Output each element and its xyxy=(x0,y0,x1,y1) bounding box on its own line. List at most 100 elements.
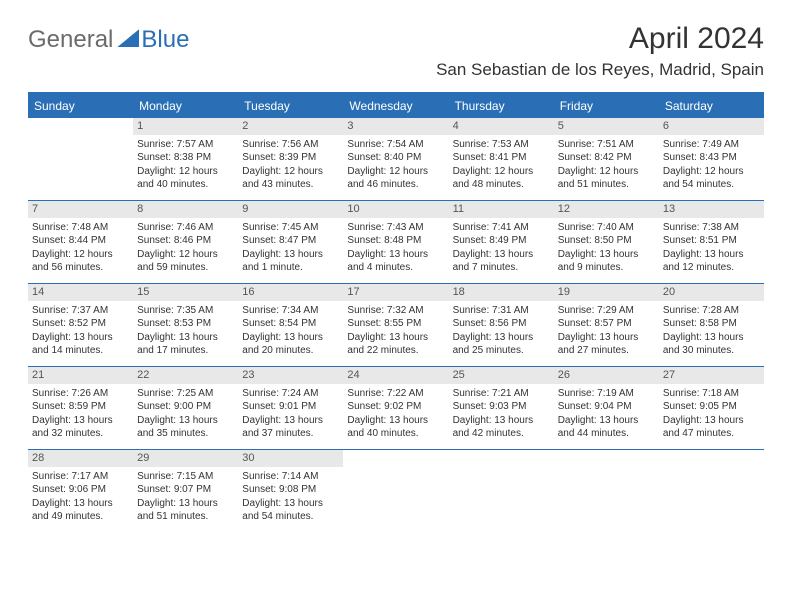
daylight-text: and 30 minutes. xyxy=(663,344,760,358)
calendar-page: General Blue April 2024 San Sebastian de… xyxy=(0,0,792,552)
daylight-text: and 22 minutes. xyxy=(347,344,444,358)
daylight-text: and 17 minutes. xyxy=(137,344,234,358)
day-cell: 26Sunrise: 7:19 AMSunset: 9:04 PMDayligh… xyxy=(554,367,659,449)
day-number: 18 xyxy=(449,284,554,301)
day-cell: 25Sunrise: 7:21 AMSunset: 9:03 PMDayligh… xyxy=(449,367,554,449)
daylight-text: Daylight: 12 hours xyxy=(663,165,760,179)
brand-logo: General Blue xyxy=(28,22,189,54)
daylight-text: Daylight: 13 hours xyxy=(137,497,234,511)
sunrise-text: Sunrise: 7:25 AM xyxy=(137,387,234,401)
sunset-text: Sunset: 8:50 PM xyxy=(558,234,655,248)
daylight-text: Daylight: 13 hours xyxy=(137,331,234,345)
sunset-text: Sunset: 8:47 PM xyxy=(242,234,339,248)
day-number: 8 xyxy=(133,201,238,218)
day-cell xyxy=(554,450,659,532)
daylight-text: and 49 minutes. xyxy=(32,510,129,524)
month-title: April 2024 xyxy=(436,22,764,56)
sunrise-text: Sunrise: 7:19 AM xyxy=(558,387,655,401)
sunset-text: Sunset: 8:53 PM xyxy=(137,317,234,331)
daylight-text: Daylight: 13 hours xyxy=(558,248,655,262)
day-cell: 4Sunrise: 7:53 AMSunset: 8:41 PMDaylight… xyxy=(449,118,554,200)
sunset-text: Sunset: 9:00 PM xyxy=(137,400,234,414)
day-number: 20 xyxy=(659,284,764,301)
week-row: 1Sunrise: 7:57 AMSunset: 8:38 PMDaylight… xyxy=(28,118,764,200)
sunrise-text: Sunrise: 7:51 AM xyxy=(558,138,655,152)
day-header: Wednesday xyxy=(343,94,448,118)
sunrise-text: Sunrise: 7:14 AM xyxy=(242,470,339,484)
day-cell xyxy=(28,118,133,200)
daylight-text: and 32 minutes. xyxy=(32,427,129,441)
day-number: 5 xyxy=(554,118,659,135)
daylight-text: and 51 minutes. xyxy=(137,510,234,524)
sunset-text: Sunset: 8:44 PM xyxy=(32,234,129,248)
daylight-text: Daylight: 12 hours xyxy=(453,165,550,179)
sunset-text: Sunset: 8:56 PM xyxy=(453,317,550,331)
day-cell xyxy=(659,450,764,532)
day-number: 12 xyxy=(554,201,659,218)
sunrise-text: Sunrise: 7:22 AM xyxy=(347,387,444,401)
brand-right: Blue xyxy=(141,26,189,54)
day-number: 28 xyxy=(28,450,133,467)
day-cell: 27Sunrise: 7:18 AMSunset: 9:05 PMDayligh… xyxy=(659,367,764,449)
sunset-text: Sunset: 9:07 PM xyxy=(137,483,234,497)
daylight-text: Daylight: 12 hours xyxy=(137,165,234,179)
title-block: April 2024 San Sebastian de los Reyes, M… xyxy=(436,22,764,80)
day-number: 19 xyxy=(554,284,659,301)
daylight-text: and 7 minutes. xyxy=(453,261,550,275)
day-cell: 14Sunrise: 7:37 AMSunset: 8:52 PMDayligh… xyxy=(28,284,133,366)
day-cell: 21Sunrise: 7:26 AMSunset: 8:59 PMDayligh… xyxy=(28,367,133,449)
day-header: Tuesday xyxy=(238,94,343,118)
day-cell: 1Sunrise: 7:57 AMSunset: 8:38 PMDaylight… xyxy=(133,118,238,200)
daylight-text: and 43 minutes. xyxy=(242,178,339,192)
sunrise-text: Sunrise: 7:41 AM xyxy=(453,221,550,235)
sunrise-text: Sunrise: 7:48 AM xyxy=(32,221,129,235)
sunrise-text: Sunrise: 7:40 AM xyxy=(558,221,655,235)
day-header: Sunday xyxy=(28,94,133,118)
daylight-text: Daylight: 13 hours xyxy=(347,331,444,345)
sunrise-text: Sunrise: 7:57 AM xyxy=(137,138,234,152)
daylight-text: and 54 minutes. xyxy=(663,178,760,192)
day-cell: 5Sunrise: 7:51 AMSunset: 8:42 PMDaylight… xyxy=(554,118,659,200)
day-cell: 17Sunrise: 7:32 AMSunset: 8:55 PMDayligh… xyxy=(343,284,448,366)
daylight-text: Daylight: 13 hours xyxy=(663,414,760,428)
daylight-text: Daylight: 12 hours xyxy=(242,165,339,179)
sunrise-text: Sunrise: 7:31 AM xyxy=(453,304,550,318)
sunset-text: Sunset: 8:57 PM xyxy=(558,317,655,331)
daylight-text: and 44 minutes. xyxy=(558,427,655,441)
daylight-text: Daylight: 13 hours xyxy=(453,248,550,262)
sunset-text: Sunset: 8:48 PM xyxy=(347,234,444,248)
sunset-text: Sunset: 8:49 PM xyxy=(453,234,550,248)
day-number: 16 xyxy=(238,284,343,301)
daylight-text: and 25 minutes. xyxy=(453,344,550,358)
sunset-text: Sunset: 9:04 PM xyxy=(558,400,655,414)
day-header: Saturday xyxy=(659,94,764,118)
day-cell: 2Sunrise: 7:56 AMSunset: 8:39 PMDaylight… xyxy=(238,118,343,200)
daylight-text: and 51 minutes. xyxy=(558,178,655,192)
sunrise-text: Sunrise: 7:29 AM xyxy=(558,304,655,318)
sunset-text: Sunset: 8:38 PM xyxy=(137,151,234,165)
daylight-text: Daylight: 13 hours xyxy=(32,331,129,345)
sunset-text: Sunset: 9:03 PM xyxy=(453,400,550,414)
sunset-text: Sunset: 8:39 PM xyxy=(242,151,339,165)
day-cell: 10Sunrise: 7:43 AMSunset: 8:48 PMDayligh… xyxy=(343,201,448,283)
day-cell: 9Sunrise: 7:45 AMSunset: 8:47 PMDaylight… xyxy=(238,201,343,283)
daylight-text: and 20 minutes. xyxy=(242,344,339,358)
sunset-text: Sunset: 8:58 PM xyxy=(663,317,760,331)
day-number: 6 xyxy=(659,118,764,135)
daylight-text: Daylight: 13 hours xyxy=(32,497,129,511)
daylight-text: Daylight: 13 hours xyxy=(242,248,339,262)
day-cell: 19Sunrise: 7:29 AMSunset: 8:57 PMDayligh… xyxy=(554,284,659,366)
sunrise-text: Sunrise: 7:35 AM xyxy=(137,304,234,318)
brand-left: General xyxy=(28,26,113,54)
sunset-text: Sunset: 8:43 PM xyxy=(663,151,760,165)
daylight-text: Daylight: 13 hours xyxy=(242,331,339,345)
day-number: 23 xyxy=(238,367,343,384)
sunrise-text: Sunrise: 7:26 AM xyxy=(32,387,129,401)
day-cell: 7Sunrise: 7:48 AMSunset: 8:44 PMDaylight… xyxy=(28,201,133,283)
day-number: 22 xyxy=(133,367,238,384)
sunset-text: Sunset: 9:02 PM xyxy=(347,400,444,414)
day-header: Friday xyxy=(554,94,659,118)
sunrise-text: Sunrise: 7:32 AM xyxy=(347,304,444,318)
daylight-text: Daylight: 12 hours xyxy=(558,165,655,179)
daylight-text: Daylight: 13 hours xyxy=(242,414,339,428)
